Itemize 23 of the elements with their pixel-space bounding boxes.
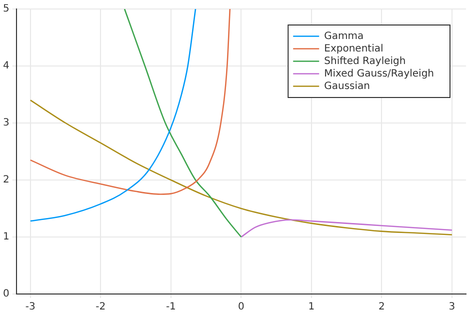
x-tick-label: 0 xyxy=(238,302,244,313)
legend-label: Mixed Gauss/Rayleigh xyxy=(324,68,434,80)
x-tick-label: 2 xyxy=(378,302,385,313)
y-tick-label: 0 xyxy=(2,288,10,300)
line-series xyxy=(124,9,242,238)
legend-label: Gamma xyxy=(324,30,364,42)
y-tick-label: 5 xyxy=(2,4,10,15)
x-tick-label: -2 xyxy=(96,302,106,313)
line-series xyxy=(30,9,196,222)
x-tick-label: -1 xyxy=(166,302,176,313)
x-tick-label: -3 xyxy=(25,302,36,313)
line-series xyxy=(240,219,453,238)
y-tick-label: 2 xyxy=(2,174,10,186)
legend-label: Shifted Rayleigh xyxy=(324,56,406,67)
line-series xyxy=(30,9,231,195)
line-series xyxy=(30,100,453,236)
x-tick-label: 3 xyxy=(448,302,456,313)
y-tick-label: 1 xyxy=(2,232,10,243)
y-tick-label: 4 xyxy=(2,60,10,72)
y-tick-label: 3 xyxy=(2,118,10,129)
legend-label: Exponential xyxy=(324,43,384,54)
x-tick-label: 1 xyxy=(308,302,315,313)
legend-label: Gaussian xyxy=(324,80,370,92)
